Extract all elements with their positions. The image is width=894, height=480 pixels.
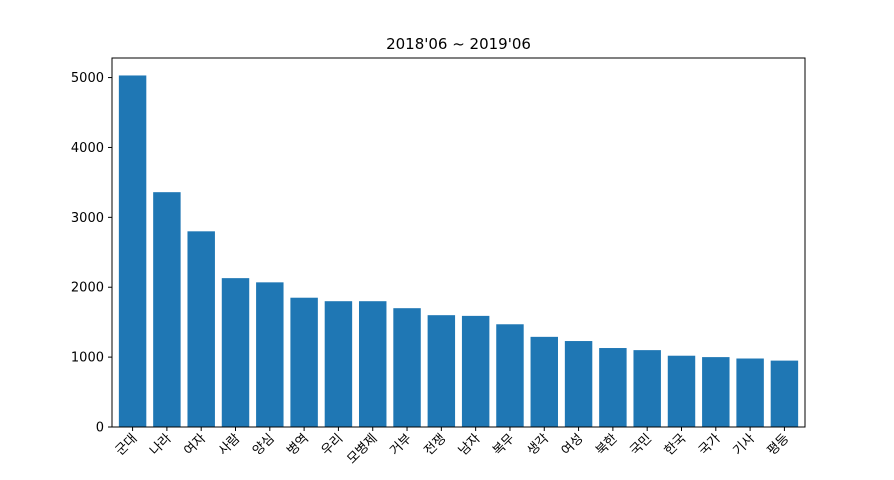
x-tick-label: 국가 [696, 431, 724, 459]
x-tick-label: 생각 [525, 431, 553, 459]
y-tick-label: 2000 [71, 281, 104, 296]
x-tick-label: 양심 [250, 431, 278, 459]
x-tick-label: 한국 [662, 431, 690, 459]
bar-7 [324, 301, 353, 427]
x-tick-label: 북한 [593, 431, 621, 459]
x-tick-label: 모병제 [345, 431, 381, 467]
bar-12 [496, 324, 524, 427]
y-tick-label: 0 [96, 421, 104, 436]
bar-10 [427, 315, 456, 427]
bar-2 [153, 192, 181, 427]
y-tick-label: 4000 [71, 141, 104, 156]
x-tick-label: 평등 [765, 431, 793, 459]
bar-13 [530, 336, 558, 427]
x-tick-label: 사람 [216, 431, 244, 459]
x-tick-label: 군대 [113, 431, 141, 459]
bar-4 [221, 278, 250, 427]
bar-18 [702, 357, 730, 427]
bar-17 [667, 355, 696, 427]
x-tick-label: 병역 [284, 431, 312, 459]
x-tick-label: 기사 [730, 431, 758, 459]
x-tick-label: 우리 [319, 431, 347, 459]
bar-15 [599, 348, 627, 427]
y-tick-label: 5000 [71, 71, 104, 86]
y-tick-label: 3000 [71, 211, 104, 226]
bar-3 [187, 231, 215, 427]
bars-group [118, 75, 799, 428]
y-axis: 0 1000 2000 3000 4000 5000 [71, 71, 112, 436]
x-tick-label: 여성 [559, 431, 587, 459]
x-tick-label: 국민 [627, 431, 655, 459]
x-tick-label: 나라 [147, 431, 175, 459]
bar-9 [393, 308, 421, 427]
plot-frame [111, 57, 806, 428]
y-tick-label: 1000 [71, 351, 104, 366]
bar-20 [770, 360, 799, 427]
bar-6 [290, 297, 318, 427]
bar-1 [118, 75, 147, 427]
x-tick-label: 전쟁 [422, 431, 450, 459]
x-tick-label: 복무 [490, 431, 518, 459]
bar-16 [633, 350, 661, 428]
bar-5 [256, 282, 284, 427]
bar-14 [564, 341, 593, 427]
x-tick-label: 여자 [182, 431, 210, 459]
bar-11 [461, 315, 490, 427]
bar-8 [359, 301, 387, 427]
bar-19 [736, 358, 764, 427]
x-tick-label: 남자 [456, 431, 484, 459]
x-tick-label: 거부 [387, 431, 415, 459]
chart-title: 2018'06 ~ 2019'06 [386, 35, 531, 53]
